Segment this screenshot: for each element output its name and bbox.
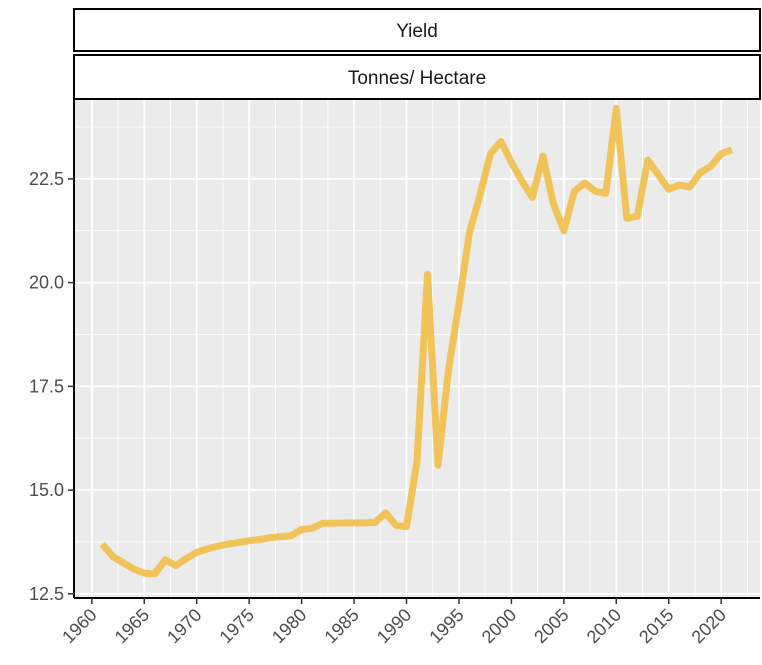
data-point: [521, 180, 523, 182]
data-point: [385, 512, 386, 514]
data-point: [227, 543, 229, 545]
data-point: [647, 159, 649, 161]
data-point: [122, 562, 124, 564]
data-point: [311, 527, 313, 529]
data-point: [594, 190, 596, 192]
x-tick-label: 1960: [58, 605, 100, 647]
facet-strip-bottom-box: [73, 54, 761, 100]
data-point: [154, 573, 156, 575]
data-point: [427, 273, 428, 275]
data-point: [259, 539, 261, 540]
data-point: [542, 155, 544, 157]
y-tick-label: 12.5: [29, 584, 64, 604]
data-point: [143, 572, 145, 574]
data-point: [206, 548, 208, 550]
x-tick-label: 1970: [163, 605, 205, 647]
x-tick-label: 2010: [583, 605, 625, 647]
data-point: [353, 522, 355, 524]
facet-strip-top: Yield: [73, 8, 761, 52]
data-point: [437, 464, 439, 466]
data-point: [112, 556, 114, 557]
y-tick-label: 17.5: [29, 376, 64, 396]
data-point: [626, 217, 628, 219]
data-point: [710, 165, 712, 167]
data-point: [500, 141, 502, 142]
x-tick-label: 2020: [688, 605, 730, 647]
data-point: [290, 535, 292, 537]
data-point: [238, 541, 240, 543]
data-point: [458, 302, 460, 304]
x-tick-label: 2000: [478, 605, 520, 647]
x-axis-ticks: 1960 1965 1970 1975 1980 1985 1990 1995 2000 2005…: [58, 598, 730, 647]
y-tick-label: 20.0: [29, 273, 64, 293]
facet-strip-bottom-label: Tonnes/ Hectare: [348, 68, 486, 89]
facet-strip-bottom: Tonnes/ Hectare: [73, 54, 761, 100]
x-tick-label: 2015: [635, 605, 677, 647]
y-axis-ticks: 12.5 15.0 17.5 20.0 22.5: [29, 169, 74, 604]
series-layer: [99, 104, 733, 578]
x-tick-label: 1975: [216, 605, 258, 647]
x-tick-label: 1980: [268, 605, 310, 647]
data-point: [678, 184, 680, 186]
data-point: [196, 551, 198, 553]
facet-strip-top-box: [73, 8, 761, 52]
data-point: [133, 568, 135, 570]
data-point: [269, 537, 271, 539]
data-point: [731, 149, 733, 151]
x-tick-label: 1965: [111, 605, 153, 647]
grid-major-lines: [74, 100, 760, 598]
data-point: [217, 545, 219, 547]
y-tick-label: 15.0: [29, 480, 64, 500]
data-point: [416, 460, 418, 462]
data-point: [175, 565, 177, 567]
facet-strip-top-label: Yield: [396, 21, 438, 42]
data-point: [374, 522, 376, 523]
data-point: [720, 153, 722, 155]
data-point: [605, 192, 607, 194]
data-point: [248, 540, 250, 542]
data-point: [489, 153, 491, 155]
data-point: [563, 230, 565, 232]
data-point: [531, 197, 533, 198]
data-point: [552, 203, 554, 205]
data-point: [406, 526, 407, 528]
data-point: [668, 188, 670, 190]
data-point: [584, 182, 586, 184]
data-point: [332, 522, 334, 524]
data-point: [364, 522, 366, 524]
x-tick-label: 2005: [530, 605, 572, 647]
data-point: [322, 522, 324, 524]
data-point: [185, 558, 187, 560]
x-tick-label: 1995: [425, 605, 467, 647]
data-point: [689, 186, 691, 188]
data-point: [301, 529, 303, 530]
x-tick-label: 1990: [373, 605, 415, 647]
data-point: [479, 194, 481, 196]
data-point: [343, 522, 345, 524]
x-tick-label: 1985: [320, 605, 362, 647]
data-point: [448, 369, 449, 371]
data-point: [636, 215, 638, 217]
data-point: [468, 232, 470, 234]
data-point: [573, 190, 575, 192]
data-point: [395, 524, 397, 526]
data-point: [280, 536, 282, 538]
data-point: [615, 107, 617, 109]
data-point: [657, 174, 659, 176]
y-tick-label: 22.5: [29, 169, 64, 189]
data-point: [164, 559, 166, 561]
data-point: [699, 172, 701, 174]
data-point: [101, 543, 103, 545]
data-point: [510, 161, 512, 163]
